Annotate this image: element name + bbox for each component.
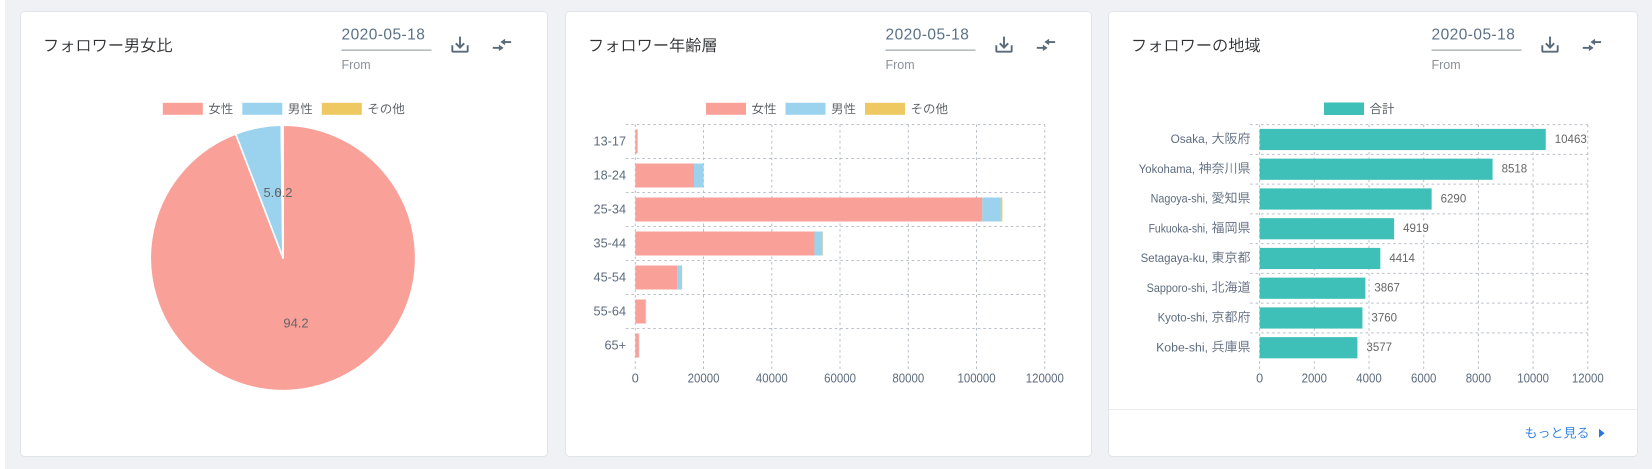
svg-text:From: From (1432, 58, 1461, 72)
svg-text:55-64: 55-64 (594, 304, 626, 318)
svg-text:Kobe-shi,: Kobe-shi, (1156, 340, 1208, 354)
svg-text:94.2: 94.2 (283, 316, 308, 331)
svg-text:10463: 10463 (1555, 132, 1587, 146)
svg-text:120000: 120000 (1026, 371, 1064, 385)
svg-text:3867: 3867 (1374, 281, 1400, 295)
svg-text:4414: 4414 (1389, 251, 1415, 265)
svg-text:Fukuoka-shi,: Fukuoka-shi, (1149, 221, 1208, 235)
svg-text:2020-05-18: 2020-05-18 (342, 27, 426, 44)
svg-text:Sapporo-shi,: Sapporo-shi, (1147, 281, 1208, 295)
svg-text:6290: 6290 (1441, 191, 1467, 205)
svg-text:45-54: 45-54 (594, 270, 626, 284)
svg-text:25-34: 25-34 (594, 202, 626, 216)
svg-text:4000: 4000 (1356, 371, 1381, 385)
svg-text:3577: 3577 (1366, 340, 1392, 354)
svg-text:Yokohama,: Yokohama, (1139, 162, 1195, 176)
svg-text:0: 0 (1256, 371, 1263, 385)
svg-text:From: From (342, 58, 371, 72)
svg-text:Osaka,: Osaka, (1171, 132, 1208, 146)
svg-text:80000: 80000 (892, 371, 924, 385)
svg-text:35-44: 35-44 (594, 236, 626, 250)
svg-text:18-24: 18-24 (594, 168, 626, 182)
svg-text:2000: 2000 (1302, 371, 1327, 385)
svg-text:4919: 4919 (1403, 221, 1429, 235)
svg-text:60000: 60000 (824, 371, 856, 385)
svg-text:100000: 100000 (958, 371, 996, 385)
svg-text:Setagaya-ku,: Setagaya-ku, (1141, 251, 1208, 265)
svg-text:20000: 20000 (688, 371, 720, 385)
svg-text:2020-05-18: 2020-05-18 (886, 27, 970, 44)
svg-text:8000: 8000 (1466, 371, 1491, 385)
svg-text:2020-05-18: 2020-05-18 (1432, 27, 1516, 44)
svg-text:13-17: 13-17 (594, 134, 626, 148)
svg-text:6000: 6000 (1411, 371, 1436, 385)
svg-text:12000: 12000 (1572, 371, 1604, 385)
svg-text:40000: 40000 (756, 371, 788, 385)
svg-text:5.6: 5.6 (263, 185, 281, 200)
svg-text:Nagoya-shi,: Nagoya-shi, (1151, 192, 1208, 206)
svg-text:0: 0 (632, 371, 639, 385)
svg-text:10000: 10000 (1517, 371, 1549, 385)
svg-text:Kyoto-shi,: Kyoto-shi, (1158, 311, 1208, 325)
svg-text:3760: 3760 (1371, 310, 1397, 324)
svg-text:65+: 65+ (604, 338, 626, 352)
svg-text:0.2: 0.2 (274, 185, 292, 200)
svg-text:From: From (886, 58, 915, 72)
svg-text:8518: 8518 (1502, 162, 1528, 176)
